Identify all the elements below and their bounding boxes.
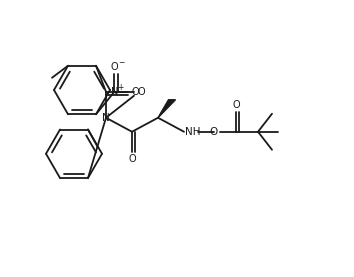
Text: +: + [117,83,123,92]
Text: O: O [232,100,240,110]
Text: N: N [111,87,119,97]
Text: O: O [137,87,145,97]
Text: N: N [102,113,110,123]
Text: O: O [110,62,118,72]
Text: O: O [131,87,139,97]
Text: −: − [118,58,124,67]
Polygon shape [158,100,176,118]
Text: O: O [210,127,218,137]
Text: O: O [128,154,136,164]
Text: NH: NH [185,127,200,137]
